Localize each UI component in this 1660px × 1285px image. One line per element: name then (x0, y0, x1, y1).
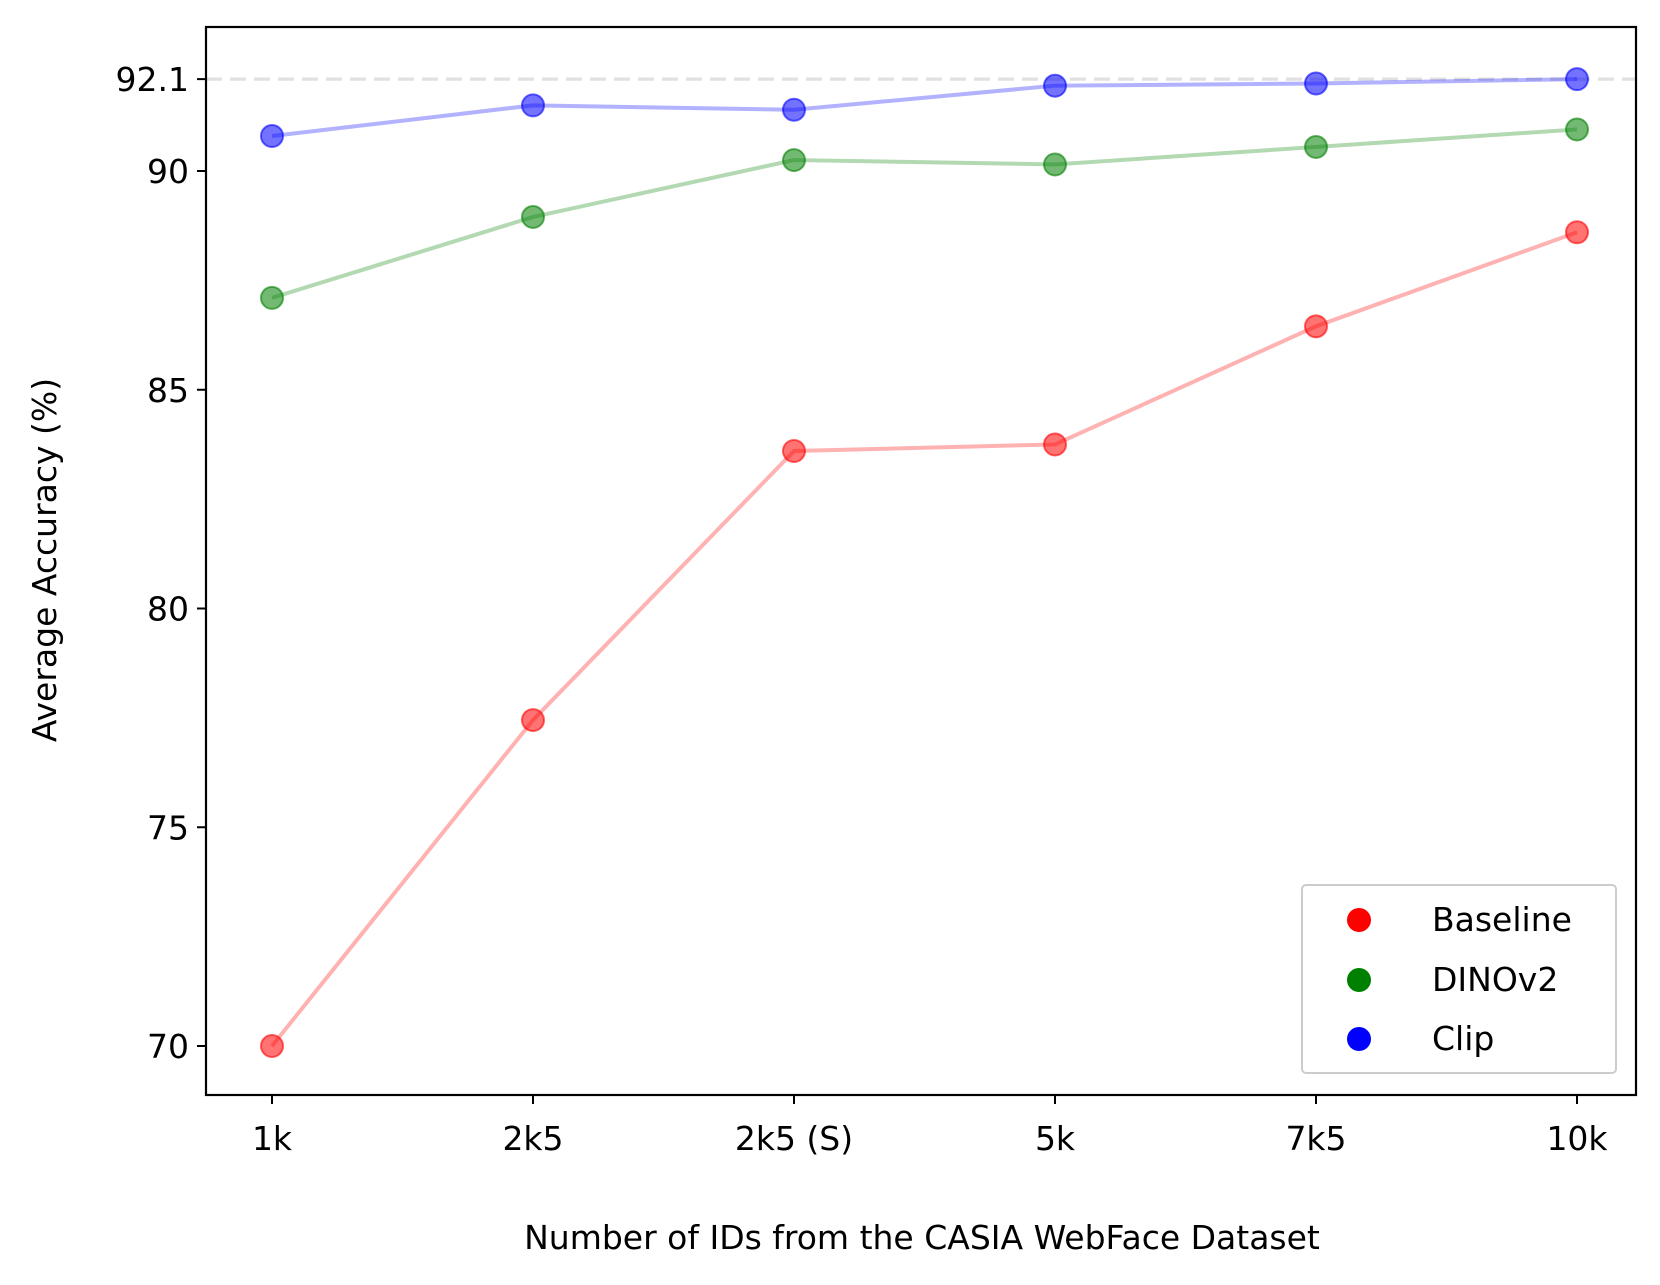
y-tick-label: 75 (147, 808, 189, 847)
data-point-baseline (260, 1034, 284, 1058)
legend-marker-dinov2 (1347, 968, 1371, 992)
data-point-dinov2 (1304, 134, 1328, 159)
legend-box (1301, 884, 1617, 1074)
data-point-clip (1565, 67, 1589, 92)
data-point-baseline (1565, 220, 1589, 245)
y-tick-label: 70 (147, 1027, 189, 1066)
data-point-clip (1043, 73, 1067, 98)
data-point-baseline (782, 439, 806, 463)
series-layer (260, 67, 1589, 1058)
legend-marker-baseline (1347, 908, 1371, 932)
data-point-dinov2 (782, 148, 806, 173)
plot-frame (204, 25, 1638, 1097)
x-axis-label: Number of IDs from the CASIA WebFace Dat… (524, 1218, 1320, 1257)
x-tick-label: 2k5 (S) (735, 1119, 853, 1158)
legend-marker-clip (1347, 1027, 1371, 1051)
y-tick-label: 85 (147, 371, 189, 410)
series-line-clip (271, 77, 1578, 138)
legend-label-dinov2: DINOv2 (1432, 960, 1558, 999)
data-point-clip (1304, 71, 1328, 96)
data-point-clip (521, 93, 545, 118)
x-tick-label: 1k (252, 1119, 293, 1158)
legend-label-clip: Clip (1432, 1019, 1494, 1058)
data-point-dinov2 (1565, 117, 1589, 142)
series-line-dinov2 (271, 127, 1578, 300)
x-tick-label: 5k (1035, 1119, 1076, 1158)
ticks-layer: 70 75 80 85 90 92.1 1k 2k5 2k5 (S) 5k 7k5 10k (116, 60, 1609, 1158)
data-point-clip (260, 124, 284, 148)
data-point-dinov2 (521, 204, 545, 229)
x-tick-label: 10k (1546, 1119, 1608, 1158)
legend-label-baseline: Baseline (1432, 900, 1572, 939)
legend: Baseline DINOv2 Clip (1301, 884, 1617, 1074)
data-point-dinov2 (260, 285, 284, 310)
data-point-baseline (1043, 432, 1067, 457)
data-point-clip (782, 97, 806, 122)
data-point-baseline (1304, 314, 1328, 339)
x-tick-label: 2k5 (502, 1119, 563, 1158)
y-tick-label: 80 (147, 590, 189, 629)
series-line-baseline (270, 230, 1578, 1048)
data-point-baseline (521, 708, 545, 733)
y-tick-label: 92.1 (116, 60, 189, 99)
y-tick-label: 90 (147, 152, 189, 191)
data-point-dinov2 (1043, 152, 1067, 177)
x-tick-label: 7k5 (1285, 1119, 1346, 1158)
y-axis-label: Average Accuracy (%) (25, 378, 64, 742)
